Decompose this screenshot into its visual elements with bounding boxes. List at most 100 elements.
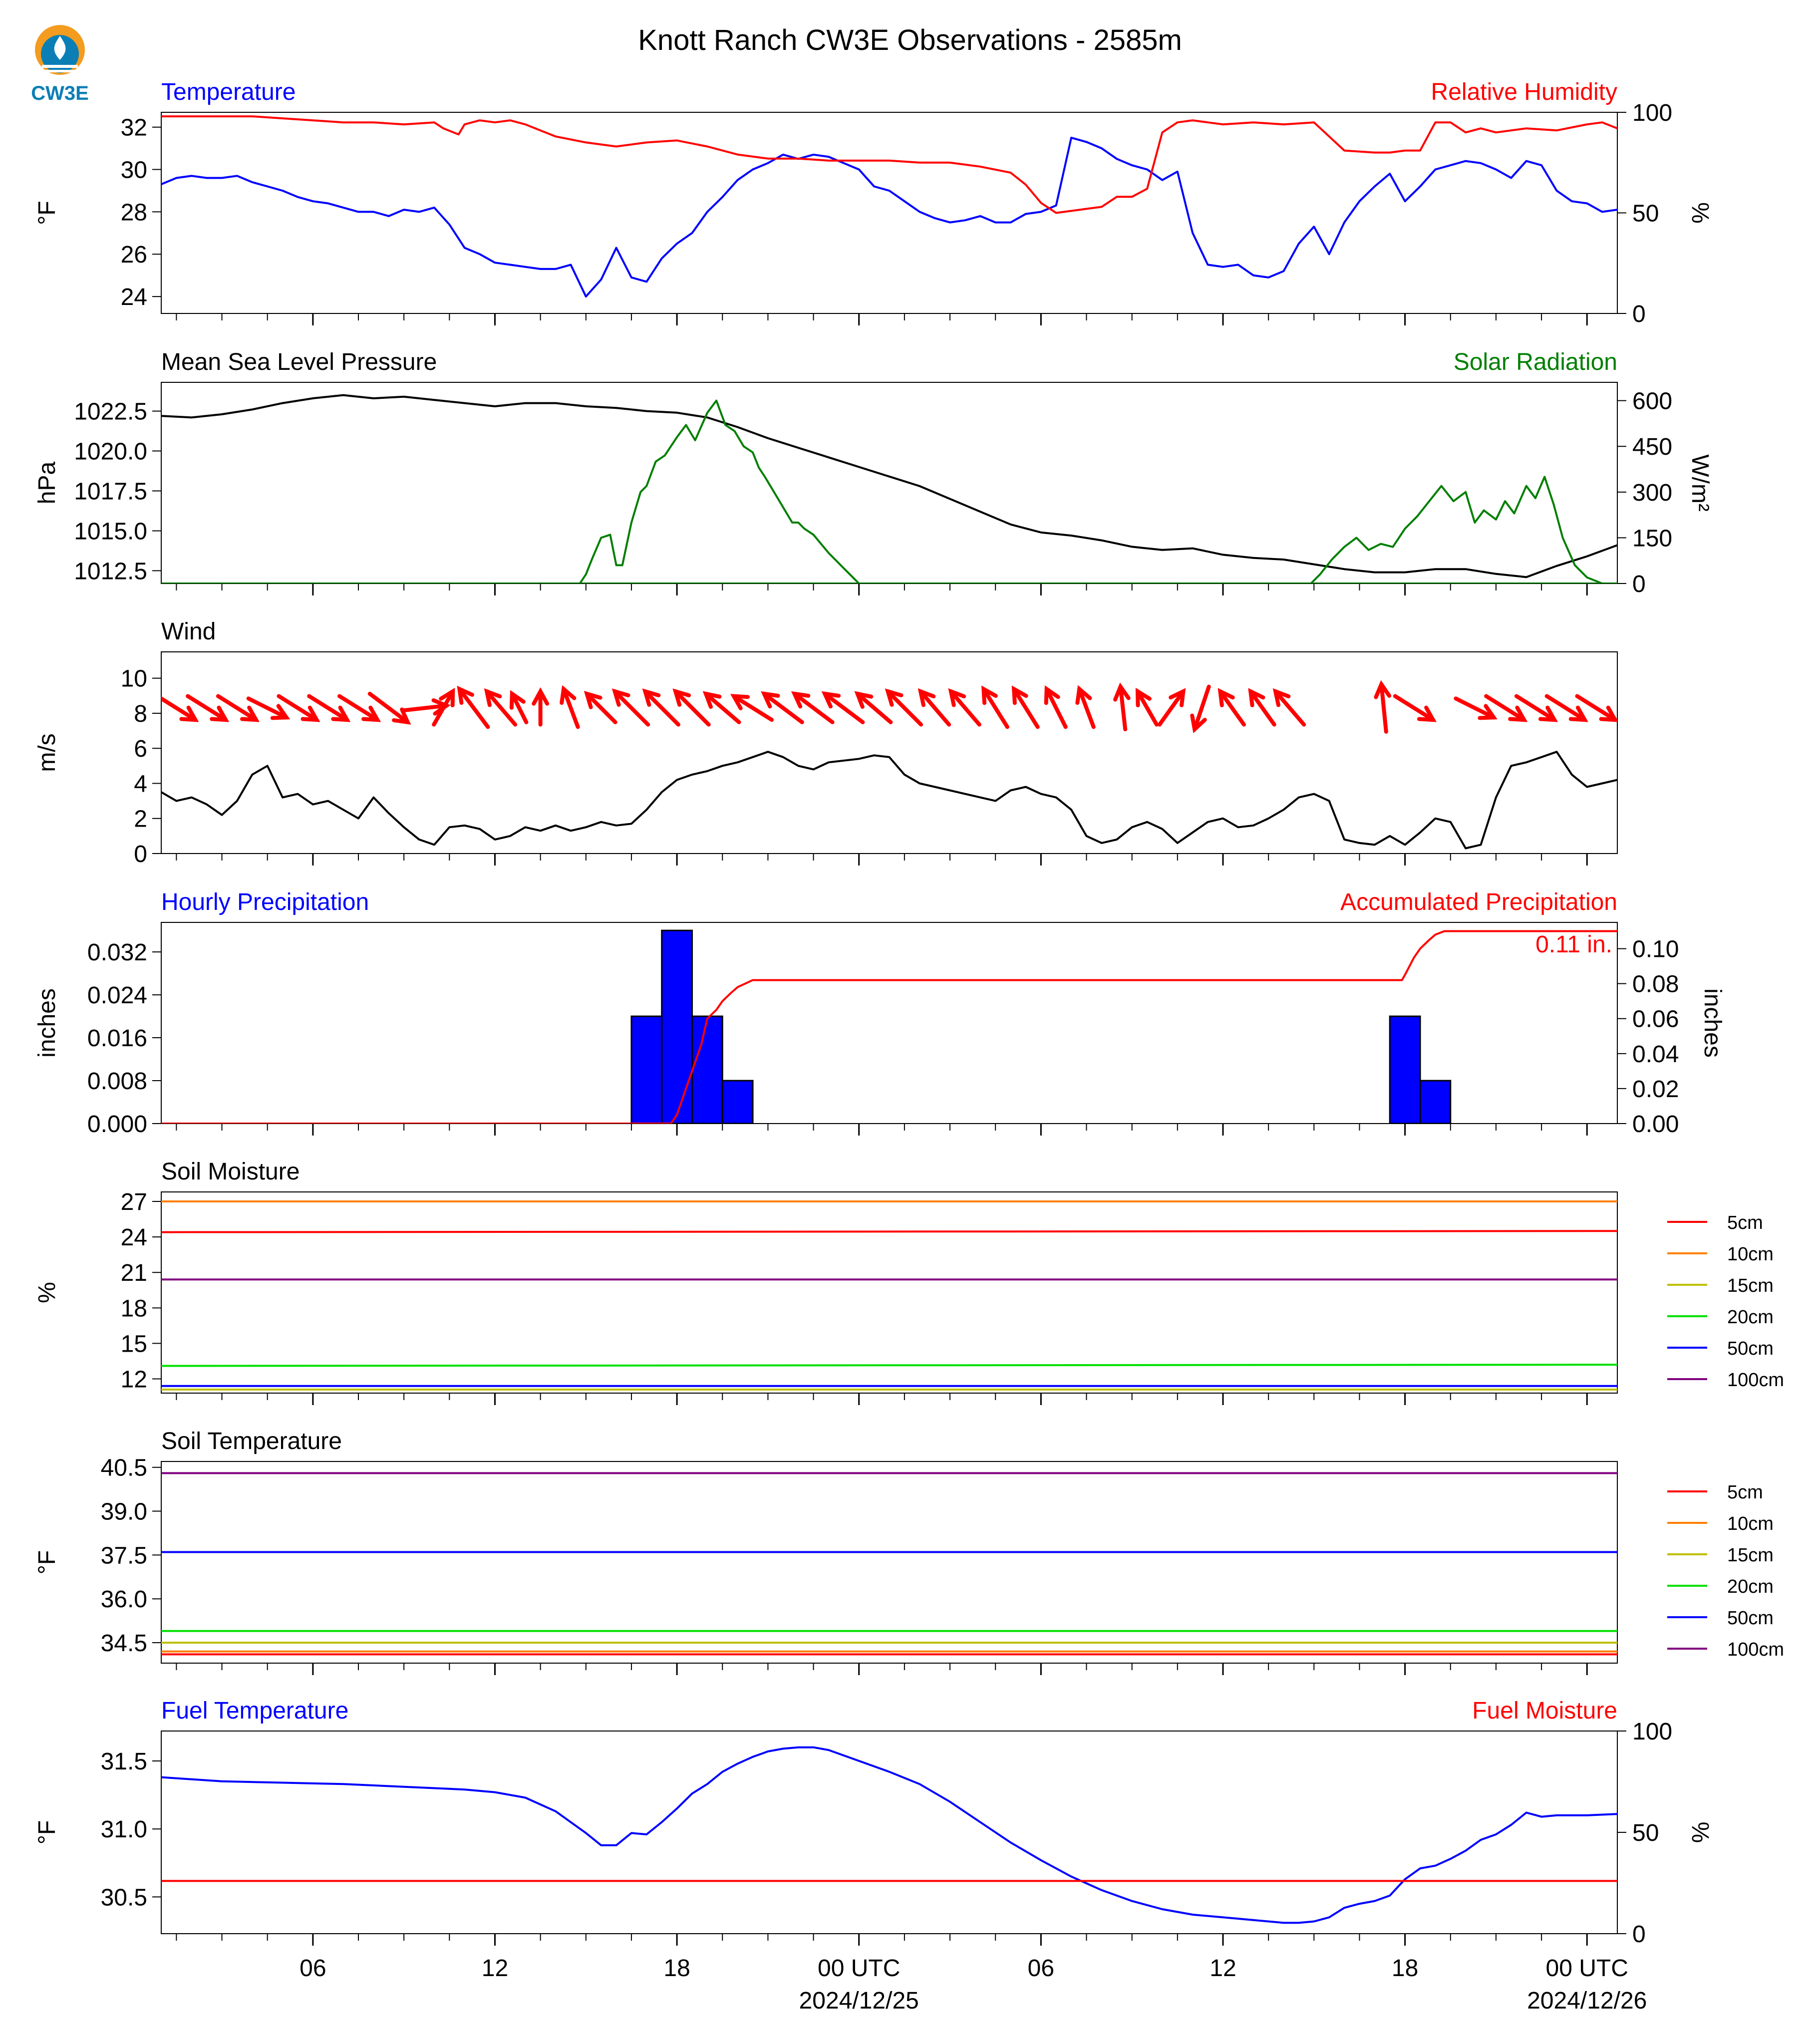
ytick-label: 0 [134, 841, 147, 868]
ytick-right-label: 50 [1632, 201, 1659, 227]
ytick-right-label: 0.08 [1632, 971, 1679, 998]
wind-arrow [643, 689, 680, 727]
ytick-label: 24 [121, 284, 147, 310]
wind-arrow [246, 696, 289, 720]
wind-arrow [277, 694, 319, 722]
ylabel-left: inches [34, 988, 60, 1058]
ylabel-right: % [1687, 1822, 1713, 1843]
wind-arrow-head [1568, 705, 1588, 722]
panel-title-left: Wind [161, 618, 216, 645]
legend-label: 50cm [1727, 1608, 1774, 1629]
wind-arrow-head [642, 688, 661, 707]
ytick-label: 4 [134, 771, 147, 797]
wind-arrow-head [1190, 713, 1207, 734]
ytick-label: 32 [121, 115, 147, 141]
wind-arrow [1157, 689, 1186, 727]
wind-arrow-head [821, 691, 841, 709]
panel-title-right: Accumulated Precipitation [1340, 889, 1617, 915]
ytick-label: 31.0 [101, 1816, 147, 1843]
legend-label: 100cm [1727, 1639, 1784, 1660]
ytick-label: 0.032 [87, 939, 147, 966]
legend-label: 15cm [1727, 1275, 1774, 1296]
ytick-label: 1015.0 [74, 518, 147, 545]
wind-arrow-head [584, 691, 603, 709]
wind-arrow-head [1508, 705, 1528, 722]
cw3e-logo: CW3E [31, 25, 89, 104]
precip-bar [1419, 1080, 1452, 1124]
ytick-label: 34.5 [101, 1630, 147, 1657]
ytick-label: 0.000 [87, 1111, 147, 1138]
wind-arrow [1514, 694, 1556, 722]
xtick-label: 00 UTC [818, 1955, 900, 1982]
wind-arrow-head [210, 705, 230, 722]
wind-arrow [432, 689, 455, 727]
wind-arrow-head [1113, 682, 1131, 702]
wind-arrow [762, 691, 804, 724]
ytick-right-label: 100 [1632, 100, 1672, 126]
ytick-label: 31.5 [101, 1748, 147, 1775]
wind-arrow-head [1538, 705, 1558, 722]
wind-arrow [1248, 689, 1276, 727]
plot-area [161, 394, 1617, 583]
series-line-5cm [161, 1230, 1617, 1233]
ytick-label: 21 [121, 1260, 147, 1286]
wind-arrow [1012, 687, 1040, 729]
ytick-label: 26 [121, 242, 147, 268]
wind-arrow-head [1075, 685, 1092, 705]
ylabel-left: m/s [34, 733, 60, 772]
panel-title-right: Solar Radiation [1454, 349, 1617, 375]
ytick-label: 1020.0 [74, 439, 147, 465]
xtick-label: 18 [1392, 1955, 1418, 1982]
wind-arrow [1544, 694, 1587, 722]
ylabel-left: % [34, 1282, 60, 1303]
wind-arrow [792, 691, 835, 724]
series-line-20cm [161, 1364, 1617, 1367]
wind-arrow [981, 687, 1009, 729]
panel-title-right: Fuel Moisture [1472, 1698, 1617, 1724]
legend-label: 100cm [1727, 1370, 1784, 1391]
wind-arrow-head [1272, 688, 1291, 707]
wind-arrow [1118, 684, 1128, 732]
wind-arrow-head [509, 690, 526, 710]
ytick-label: 40.5 [101, 1455, 147, 1481]
panel-title-left: Mean Sea Level Pressure [161, 349, 437, 375]
ytick-label: 36.0 [101, 1586, 147, 1613]
xtick-date-label: 2024/12/26 [1527, 1988, 1647, 2014]
xtick-label: 06 [300, 1955, 326, 1982]
precip-bar [691, 1015, 723, 1124]
panel-title-left: Fuel Temperature [161, 1698, 348, 1724]
legend-label: 10cm [1727, 1513, 1774, 1534]
wind-arrow [1393, 694, 1435, 722]
ytick-right-label: 0 [1632, 571, 1646, 597]
panel-5: Soil Temperature 34.5 36.0 37.5 39.0 40.5 °F 5c… [34, 1428, 1784, 1675]
wind-arrow-head [484, 688, 502, 707]
wind-arrow [1077, 687, 1096, 729]
wind-arrow [216, 694, 258, 722]
wind-arrow-head [301, 705, 320, 722]
ylabel-left: °F [34, 1550, 60, 1575]
xtick-label: 18 [663, 1955, 690, 1982]
legend-label: 15cm [1727, 1545, 1774, 1566]
wind-arrow-head [854, 691, 874, 709]
precip-bar [1389, 1015, 1421, 1124]
wind-arrow [1136, 689, 1159, 727]
wind-arrow [823, 691, 865, 724]
xtick-date-label: 2024/12/25 [799, 1988, 919, 2014]
ytick-label: 10 [121, 666, 147, 692]
panel-title-left: Temperature [161, 79, 296, 105]
wind-arrow-head [439, 687, 455, 708]
wind-arrow-head [1217, 688, 1235, 707]
ytick-label: 1017.5 [74, 478, 147, 505]
wind-arrow [1379, 682, 1388, 734]
plot-frame [161, 1731, 1618, 1934]
wind-arrow-head [730, 694, 750, 711]
plot-frame [161, 382, 1618, 584]
panel-title-right: Relative Humidity [1431, 79, 1617, 105]
plot-frame [161, 922, 1618, 1124]
ytick-label: 2 [134, 806, 147, 833]
series-line-1 [161, 115, 1617, 214]
panel-title-left: Hourly Precipitation [161, 889, 369, 915]
wind-arrow-head [1478, 704, 1498, 720]
plot-area [161, 1200, 1617, 1391]
ytick-label: 1022.5 [74, 399, 147, 425]
